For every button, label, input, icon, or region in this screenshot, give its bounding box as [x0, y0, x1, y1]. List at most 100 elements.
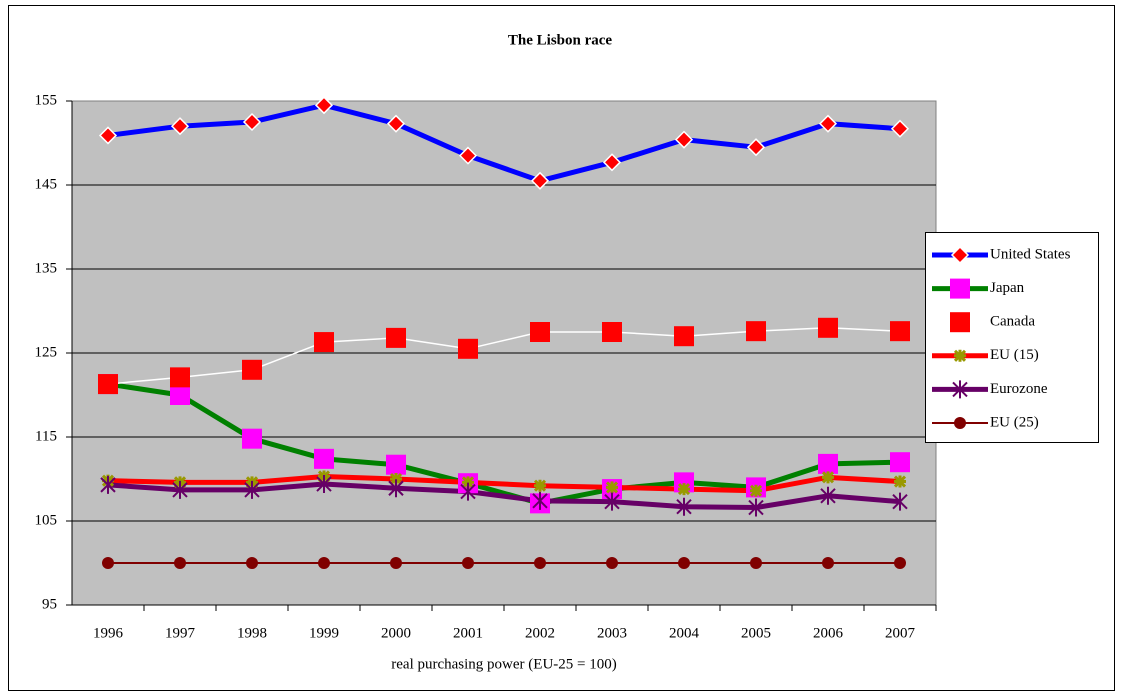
marker	[822, 557, 834, 569]
marker	[678, 557, 690, 569]
marker	[674, 130, 694, 149]
marker	[98, 126, 118, 145]
marker	[242, 112, 262, 132]
y-tick-label: 95	[42, 596, 57, 612]
marker	[458, 338, 478, 359]
marker	[386, 454, 406, 475]
chart-title: The Lisbon race	[508, 32, 613, 48]
marker	[606, 557, 618, 569]
marker	[746, 321, 766, 342]
marker	[388, 479, 404, 498]
marker	[749, 484, 763, 497]
marker	[820, 486, 836, 505]
series-line	[107, 102, 901, 184]
y-tick-label: 105	[35, 512, 58, 528]
marker	[462, 557, 474, 569]
marker	[102, 557, 114, 569]
x-tick-label: 2001	[453, 625, 483, 641]
x-tick-label: 2002	[525, 625, 555, 641]
legend-label: Canada	[990, 314, 1035, 330]
marker	[950, 278, 970, 299]
marker	[746, 138, 766, 157]
marker	[950, 312, 970, 333]
marker	[821, 471, 835, 484]
marker	[98, 374, 118, 395]
marker	[750, 557, 762, 569]
y-tick-label: 155	[35, 92, 58, 108]
marker	[533, 479, 547, 492]
x-tick-label: 2004	[669, 625, 700, 641]
marker	[677, 483, 691, 496]
marker	[246, 557, 258, 569]
x-tick-label: 2003	[597, 625, 627, 641]
legend-box	[925, 232, 1099, 443]
legend-label: Japan	[990, 280, 1025, 296]
x-tick-label: 2007	[885, 625, 916, 641]
marker	[532, 491, 548, 510]
marker	[892, 492, 908, 511]
marker	[676, 497, 692, 516]
marker	[174, 557, 186, 569]
marker	[534, 557, 546, 569]
marker	[314, 332, 334, 353]
x-tick-label: 1998	[237, 625, 267, 641]
marker	[390, 557, 402, 569]
marker	[242, 359, 262, 380]
x-tick-label: 2006	[813, 625, 844, 641]
marker	[890, 452, 910, 473]
marker	[605, 481, 619, 494]
marker	[314, 448, 334, 469]
marker	[950, 245, 970, 265]
series-line	[107, 327, 901, 385]
marker	[170, 385, 190, 405]
marker	[314, 96, 334, 115]
marker	[952, 380, 968, 399]
marker	[954, 417, 966, 429]
x-tick-label: 1996	[93, 625, 124, 641]
series-line	[107, 473, 901, 494]
marker	[530, 322, 550, 342]
y-tick-label: 135	[35, 260, 58, 276]
marker	[170, 117, 190, 136]
marker	[530, 171, 550, 190]
marker	[818, 317, 838, 338]
marker	[602, 153, 622, 172]
marker	[748, 498, 764, 517]
marker	[890, 321, 910, 342]
marker	[316, 475, 332, 494]
marker	[953, 349, 967, 362]
x-tick-label: 1997	[165, 625, 196, 641]
marker	[458, 146, 478, 165]
marker	[893, 475, 907, 488]
marker	[242, 428, 262, 449]
marker	[170, 367, 190, 388]
marker	[602, 322, 622, 342]
x-tick-label: 2005	[741, 625, 771, 641]
x-tick-label: 1999	[309, 625, 339, 641]
legend-label: Eurozone	[990, 381, 1048, 397]
marker	[818, 453, 838, 474]
marker	[386, 114, 406, 133]
marker	[172, 480, 188, 499]
marker	[389, 472, 403, 486]
marker	[244, 480, 260, 499]
y-tick-label: 115	[35, 428, 57, 444]
marker	[460, 482, 476, 501]
series-line	[107, 481, 901, 511]
marker	[386, 327, 406, 348]
legend: United States Japan Canada EU (15) Eurozone E…	[925, 232, 1099, 443]
marker	[818, 114, 838, 133]
marker	[100, 475, 116, 494]
marker	[674, 326, 694, 347]
legend-label: EU (25)	[990, 414, 1039, 430]
y-tick-label: 125	[35, 344, 58, 360]
marker	[318, 557, 330, 569]
y-tick-label: 145	[35, 176, 58, 192]
x-axis-label: real purchasing power (EU-25 = 100)	[391, 656, 616, 672]
marker	[604, 492, 620, 511]
marker	[674, 472, 694, 493]
marker	[890, 119, 910, 138]
legend-label: EU (15)	[990, 347, 1039, 363]
series-line	[107, 381, 901, 506]
